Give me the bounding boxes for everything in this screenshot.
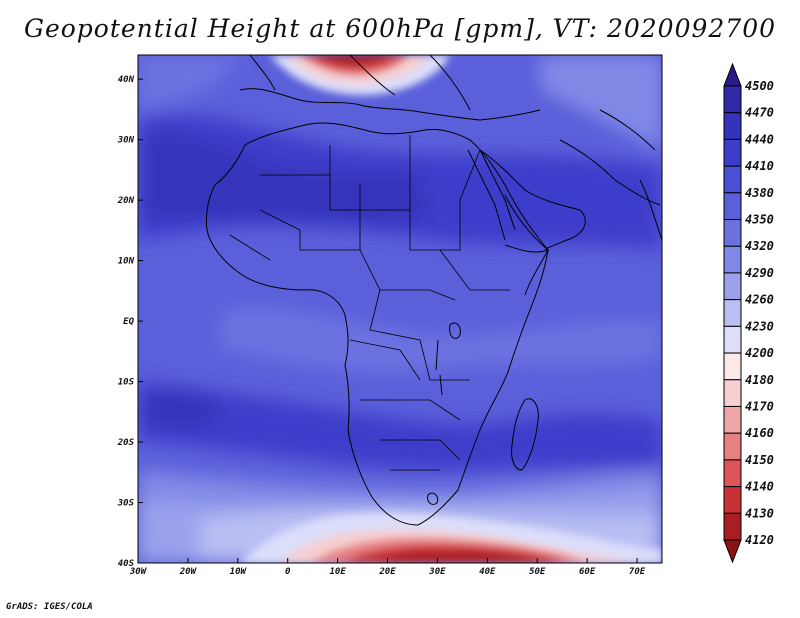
lat-tick-label: EQ <box>123 317 134 327</box>
lon-tick-label: 0 <box>285 567 291 577</box>
colorbar-label: 4350 <box>745 213 774 227</box>
colorbar-box <box>723 486 742 514</box>
colorbar-box <box>723 192 742 221</box>
colorbar-label: 4120 <box>745 533 774 547</box>
lon-axis: 30W 20W 10W 0 10E 20E 30E 40E 50E 60E 70E <box>129 558 646 577</box>
lat-tick-label: 30S <box>117 499 135 509</box>
lat-tick-label: 30N <box>117 136 135 146</box>
colorbar-label: 4440 <box>745 132 774 146</box>
colorbar-label: 4230 <box>745 319 774 333</box>
colorbar-box <box>723 432 742 461</box>
colorbar-arrow-bottom <box>723 539 742 564</box>
colorbar-label: 4160 <box>745 426 774 440</box>
colorbar-box <box>723 138 742 167</box>
colorbar-label: 4200 <box>745 346 774 360</box>
lon-tick-label: 10E <box>329 567 346 577</box>
lat-tick-label: 10N <box>118 257 135 267</box>
colorbar-box <box>723 299 742 327</box>
colorbar-arrow-top <box>723 62 742 87</box>
lat-tick-label: 20N <box>117 196 135 206</box>
lon-tick-label: 40E <box>479 567 496 577</box>
colorbar: 4500 4470 4440 4410 4380 4350 4320 4290 4260 4230… <box>723 62 774 564</box>
colorbar-label: 4500 <box>745 79 774 93</box>
lon-tick-label: 30E <box>428 567 446 577</box>
colorbar-label: 4140 <box>745 480 774 494</box>
colorbar-label: 4320 <box>745 239 774 253</box>
colorbar-label: 4380 <box>745 186 774 200</box>
colorbar-label: 4150 <box>745 453 774 467</box>
map-frame <box>137 54 663 564</box>
grads-credit: GrADS: IGES/COLA <box>6 602 93 612</box>
lon-tick-label: 60E <box>579 567 596 577</box>
colorbar-label: 4290 <box>745 266 774 280</box>
colorbar-box <box>723 272 742 301</box>
colorbar-box <box>723 512 742 541</box>
lat-tick-label: 40N <box>118 75 135 85</box>
colorbar-box <box>723 245 742 274</box>
lat-axis: 40N 30N 20N 10N EQ 10S 20S 30S 40S <box>117 75 143 569</box>
africa-coastline <box>205 122 549 526</box>
colorbar-label: 4180 <box>745 373 774 387</box>
lat-tick-label: 40S <box>118 559 135 569</box>
lat-tick-label: 20S <box>117 438 135 448</box>
madagascar-outline <box>511 398 539 471</box>
lon-tick-label: 20W <box>179 567 198 577</box>
colorbar-box <box>723 85 742 114</box>
colorbar-label: 4130 <box>745 506 774 520</box>
colorbar-box <box>723 405 742 434</box>
lon-tick-label: 10W <box>230 567 248 577</box>
lon-tick-label: 30W <box>129 567 148 577</box>
lat-tick-label: 10S <box>118 378 135 388</box>
colorbar-box <box>723 219 742 247</box>
colorbar-box <box>723 325 742 354</box>
colorbar-box <box>723 379 742 407</box>
colorbar-box <box>723 459 742 488</box>
colorbar-box <box>723 165 742 194</box>
lon-tick-label: 20E <box>378 567 396 577</box>
coastlines <box>205 55 662 526</box>
colorbar-label: 4170 <box>745 399 774 413</box>
height-field <box>138 55 662 563</box>
map-title: Geopotential Height at 600hPa [gpm], VT:… <box>23 14 777 43</box>
colorbar-label: 4410 <box>745 159 774 173</box>
colorbar-box <box>723 352 742 381</box>
lon-tick-label: 70E <box>629 567 646 577</box>
colorbar-label: 4470 <box>745 106 774 120</box>
colorbar-label: 4260 <box>745 293 774 307</box>
lon-tick-label: 50E <box>529 567 546 577</box>
colorbar-box <box>723 112 742 140</box>
